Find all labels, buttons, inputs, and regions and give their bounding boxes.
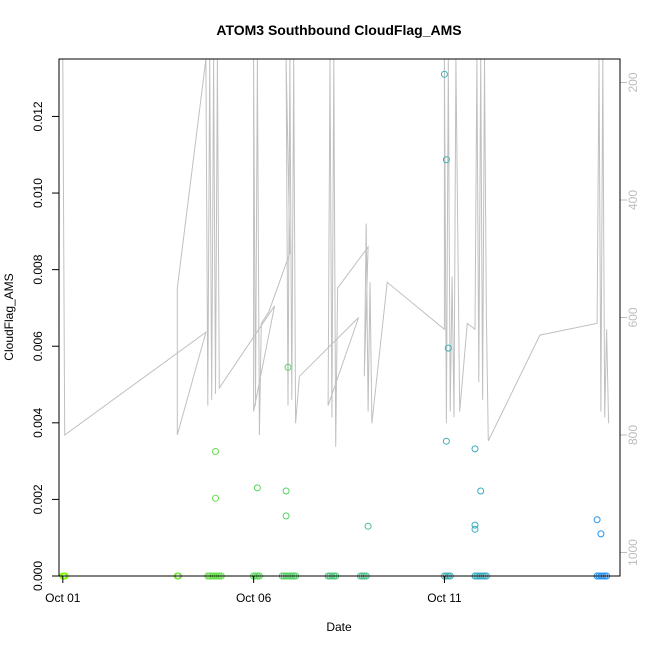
profile-line xyxy=(62,58,610,447)
y-axis-label: CloudFlag_AMS xyxy=(2,273,16,360)
data-point xyxy=(597,530,605,538)
data-point xyxy=(284,363,292,371)
data-point xyxy=(282,487,290,495)
y-tick-label: 0.010 xyxy=(31,178,45,208)
data-point xyxy=(440,70,448,78)
y-tick-label: 0.008 xyxy=(31,254,45,284)
data-point xyxy=(364,522,372,530)
x-tick-label: Oct 01 xyxy=(45,591,81,605)
data-point xyxy=(212,494,219,502)
y-tick-label: 0.012 xyxy=(31,101,45,131)
data-point xyxy=(593,516,601,524)
x-tick-label: Oct 06 xyxy=(236,591,272,605)
x-tick-label: Oct 11 xyxy=(427,591,462,605)
x-axis-label: Date xyxy=(326,620,352,634)
y-tick-label: 0.004 xyxy=(31,407,45,437)
data-point xyxy=(212,448,219,455)
data-point xyxy=(471,521,479,529)
data-point xyxy=(442,437,450,445)
data-point xyxy=(253,484,261,492)
chart-title: ATOM3 Southbound CloudFlag_AMS xyxy=(216,22,461,38)
y2-tick-label: 600 xyxy=(626,307,640,327)
y-tick-label: 0.000 xyxy=(31,561,45,591)
plot-frame xyxy=(58,58,621,577)
y-tick-label: 0.002 xyxy=(31,484,45,514)
data-point xyxy=(471,525,479,533)
data-point xyxy=(282,512,290,520)
data-point xyxy=(471,445,479,453)
y2-tick-label: 200 xyxy=(626,72,640,92)
y-tick-label: 0.006 xyxy=(31,331,45,361)
data-point xyxy=(477,487,485,495)
y2-tick-label: 1000 xyxy=(626,539,640,566)
y2-tick-label: 400 xyxy=(626,190,640,210)
data-point xyxy=(442,156,450,164)
y2-tick-label: 800 xyxy=(626,425,640,445)
data-point xyxy=(444,344,452,352)
